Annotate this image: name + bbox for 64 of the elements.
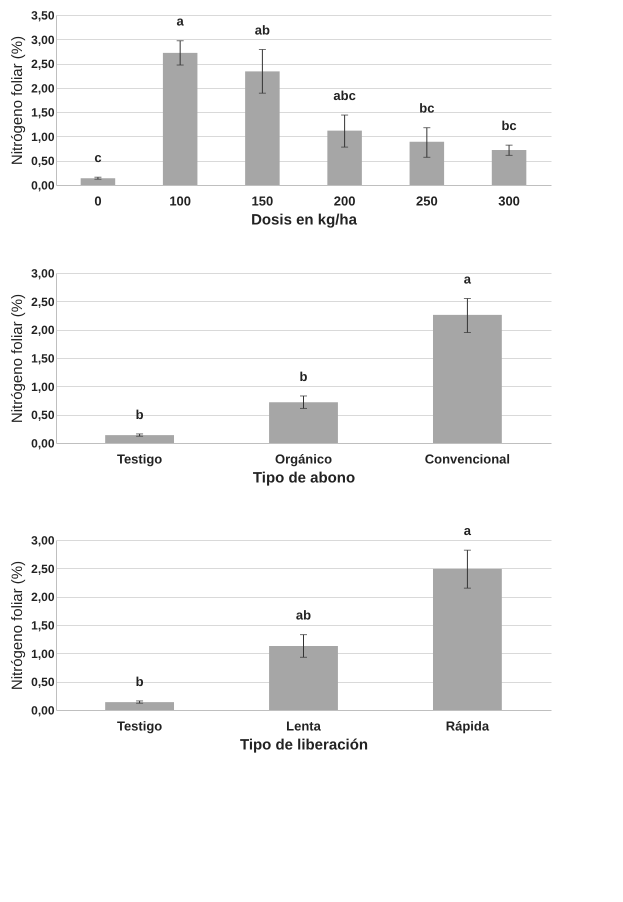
x-tick-label: Convencional [424, 452, 510, 466]
y-tick-label: 3,50 [31, 8, 55, 22]
bar [80, 178, 116, 185]
annotation: c [94, 150, 102, 166]
bar [432, 314, 502, 443]
x-tick-label: Testigo [116, 718, 162, 734]
y-tick-label: 2,00 [31, 81, 55, 96]
y-tick-label: 1,50 [31, 618, 55, 632]
text: a [464, 523, 472, 538]
y-tick-label: 0,00 [31, 704, 55, 718]
bar [269, 646, 338, 710]
y-tick-label: 0,00 [31, 436, 55, 450]
annotation: bc [419, 100, 434, 116]
y-tick-label: 1,50 [31, 106, 55, 120]
y-tick-label: 3,00 [31, 534, 55, 548]
y-tick-label: 3,00 [31, 32, 55, 47]
bar [432, 568, 502, 710]
x-tick-label: Lenta [286, 718, 322, 734]
annotation: bc [501, 118, 517, 134]
y-axis-title: Nitrógeno foliar (%) [9, 294, 26, 424]
y-tick-label: 2,50 [31, 57, 55, 72]
y-tick-label: 0,00 [31, 178, 55, 192]
y-tick-label: 0,50 [31, 154, 55, 168]
y-tick-label: 1,00 [31, 130, 55, 144]
annotation: ab [254, 22, 270, 38]
bar [492, 150, 526, 185]
y-tick-label: 2,00 [31, 590, 55, 604]
bar [162, 52, 198, 185]
x-axis-title: Tipo de liberación [240, 736, 368, 754]
x-axis-title: Tipo de abono [252, 470, 356, 486]
x-tick-label: 200 [334, 194, 356, 208]
y-tick-label: 2,00 [31, 323, 55, 338]
annotation: b [136, 406, 144, 422]
annotation: a [464, 272, 472, 286]
x-tick-label: 300 [498, 194, 520, 208]
y-tick-label: 0,50 [31, 408, 55, 422]
bar [105, 702, 174, 710]
x-tick-label: Testigo [116, 452, 162, 466]
annotation: abc [333, 88, 356, 104]
x-tick-label: Rápida [446, 718, 490, 734]
y-tick-label: 1,00 [31, 646, 55, 661]
x-tick-label: 250 [416, 194, 438, 208]
x-axis-title: Dosis en kg/ha [251, 212, 358, 228]
annotation: ab [296, 608, 312, 623]
bar [327, 130, 362, 185]
annotation: b [300, 368, 308, 384]
y-tick-label: 1,00 [31, 380, 55, 394]
annotation: b [136, 674, 144, 689]
x-tick-label: 100 [169, 194, 192, 208]
bar [410, 142, 444, 185]
y-tick-label: 3,00 [31, 266, 55, 280]
y-tick-label: 2,50 [31, 562, 55, 576]
y-tick-label: 0,50 [31, 675, 55, 690]
x-tick-label: Orgánico [274, 452, 332, 466]
x-tick-label: 150 [252, 194, 274, 208]
bar [269, 402, 338, 443]
bar [245, 71, 280, 185]
y-tick-label: 2,50 [31, 294, 55, 309]
annotation: a [176, 14, 185, 29]
y-axis-title: Nitrógeno foliar (%) [9, 36, 26, 166]
y-axis-title: Nitrógeno foliar (%) [9, 560, 26, 690]
bar [105, 435, 174, 443]
x-tick-label: 0 [94, 194, 102, 208]
y-tick-label: 1,50 [31, 352, 55, 366]
